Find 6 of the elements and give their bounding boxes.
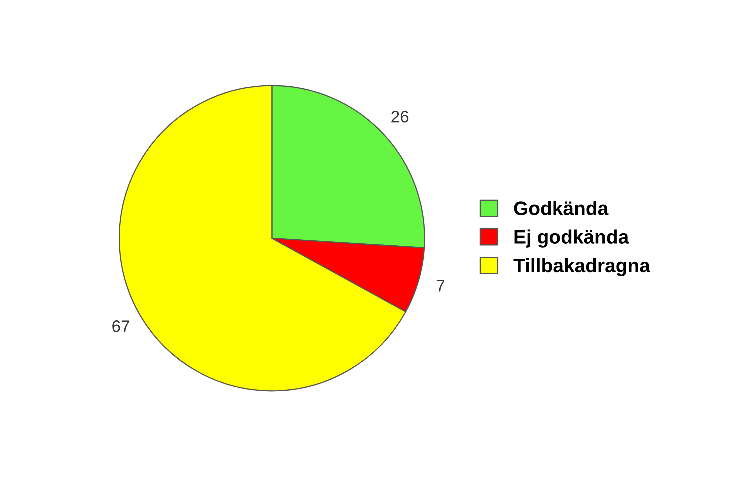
data-label: 7: [436, 280, 445, 292]
legend-label: Godkända: [514, 201, 609, 216]
data-label: 67: [112, 320, 130, 332]
legend-label: Ej godkända: [514, 230, 630, 248]
legend-label: Tillbakadragna: [514, 258, 651, 277]
data-label: 26: [392, 111, 409, 123]
